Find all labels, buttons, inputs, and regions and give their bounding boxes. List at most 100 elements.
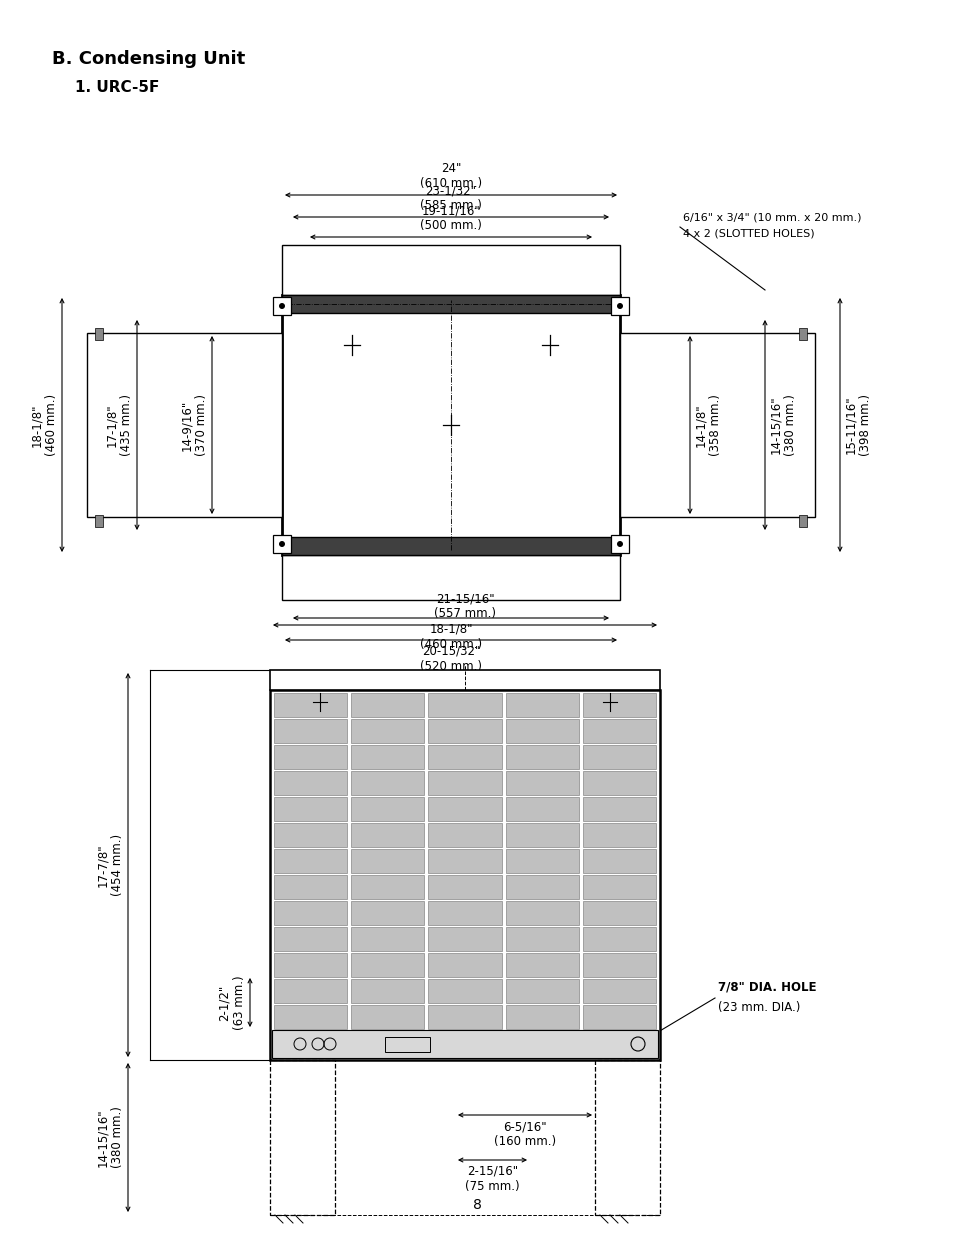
- Text: 4 x 2 (SLOTTED HOLES): 4 x 2 (SLOTTED HOLES): [682, 228, 814, 240]
- Bar: [799, 515, 806, 527]
- Bar: [428, 953, 501, 977]
- Text: 19-11/16"
(500 mm.): 19-11/16" (500 mm.): [419, 204, 481, 232]
- Bar: [505, 771, 578, 795]
- Circle shape: [278, 541, 285, 547]
- Bar: [505, 902, 578, 925]
- Bar: [505, 1005, 578, 1029]
- Bar: [505, 848, 578, 873]
- Bar: [428, 823, 501, 847]
- Bar: [428, 848, 501, 873]
- Bar: [351, 797, 424, 821]
- Bar: [505, 719, 578, 743]
- Bar: [505, 797, 578, 821]
- Bar: [799, 329, 806, 340]
- Bar: [351, 693, 424, 718]
- Bar: [505, 979, 578, 1003]
- Bar: [428, 1005, 501, 1029]
- Bar: [610, 296, 628, 315]
- Bar: [385, 1037, 430, 1052]
- Bar: [428, 693, 501, 718]
- Bar: [505, 876, 578, 899]
- Bar: [582, 927, 656, 951]
- Bar: [505, 745, 578, 769]
- Bar: [87, 333, 282, 517]
- Bar: [428, 902, 501, 925]
- Bar: [582, 823, 656, 847]
- Text: 1. URC-5F: 1. URC-5F: [75, 80, 159, 95]
- Bar: [582, 876, 656, 899]
- Circle shape: [278, 303, 285, 309]
- Bar: [95, 515, 103, 527]
- Bar: [274, 927, 347, 951]
- Bar: [505, 693, 578, 718]
- Bar: [274, 979, 347, 1003]
- Bar: [274, 693, 347, 718]
- Bar: [274, 848, 347, 873]
- Bar: [428, 797, 501, 821]
- Bar: [351, 745, 424, 769]
- Bar: [582, 719, 656, 743]
- Text: 18-1/8"
(460 mm.): 18-1/8" (460 mm.): [419, 622, 481, 651]
- Text: 18-1/8"
(460 mm.): 18-1/8" (460 mm.): [30, 394, 58, 456]
- Bar: [273, 535, 291, 553]
- Bar: [274, 876, 347, 899]
- Text: 14-15/16"
(380 mm.): 14-15/16" (380 mm.): [768, 394, 796, 456]
- Bar: [351, 771, 424, 795]
- Bar: [282, 295, 619, 555]
- Bar: [274, 1005, 347, 1029]
- Text: 15-11/16"
(398 mm.): 15-11/16" (398 mm.): [843, 394, 871, 456]
- Text: 17-7/8"
(454 mm.): 17-7/8" (454 mm.): [96, 834, 124, 897]
- Bar: [274, 953, 347, 977]
- Bar: [582, 979, 656, 1003]
- Bar: [582, 902, 656, 925]
- Bar: [582, 953, 656, 977]
- Bar: [274, 797, 347, 821]
- Bar: [428, 771, 501, 795]
- Bar: [610, 535, 628, 553]
- Text: 21-15/16"
(557 mm.): 21-15/16" (557 mm.): [434, 592, 496, 620]
- Bar: [351, 902, 424, 925]
- Bar: [274, 745, 347, 769]
- Text: 8: 8: [472, 1198, 481, 1212]
- Bar: [582, 1005, 656, 1029]
- Text: 7/8" DIA. HOLE: 7/8" DIA. HOLE: [718, 981, 816, 993]
- Text: 14-1/8"
(358 mm.): 14-1/8" (358 mm.): [693, 394, 721, 456]
- Bar: [274, 719, 347, 743]
- Bar: [428, 876, 501, 899]
- Bar: [582, 745, 656, 769]
- Bar: [505, 927, 578, 951]
- Text: 6/16" x 3/4" (10 mm. x 20 mm.): 6/16" x 3/4" (10 mm. x 20 mm.): [682, 212, 861, 222]
- Text: 17-1/8"
(435 mm.): 17-1/8" (435 mm.): [105, 394, 132, 456]
- Bar: [351, 927, 424, 951]
- Text: 23-1/32"
(585 mm.): 23-1/32" (585 mm.): [419, 184, 481, 212]
- Bar: [273, 296, 291, 315]
- Bar: [274, 771, 347, 795]
- Bar: [270, 671, 659, 690]
- Text: B. Condensing Unit: B. Condensing Unit: [52, 49, 245, 68]
- Bar: [282, 537, 619, 555]
- Bar: [582, 848, 656, 873]
- Bar: [351, 979, 424, 1003]
- Text: 14-9/16"
(370 mm.): 14-9/16" (370 mm.): [180, 394, 208, 456]
- Bar: [351, 823, 424, 847]
- Bar: [351, 719, 424, 743]
- Bar: [595, 1060, 659, 1215]
- Text: 2-1/2"
(63 mm.): 2-1/2" (63 mm.): [218, 976, 246, 1030]
- Circle shape: [617, 541, 622, 547]
- Bar: [351, 876, 424, 899]
- Bar: [582, 797, 656, 821]
- Bar: [95, 329, 103, 340]
- Bar: [582, 771, 656, 795]
- Bar: [272, 1030, 658, 1058]
- Text: 6-5/16"
(160 mm.): 6-5/16" (160 mm.): [494, 1120, 556, 1149]
- Text: 20-15/32"
(520 mm.): 20-15/32" (520 mm.): [419, 645, 481, 673]
- Bar: [282, 245, 619, 295]
- Circle shape: [617, 303, 622, 309]
- Bar: [619, 333, 814, 517]
- Bar: [351, 848, 424, 873]
- Text: 24"
(610 mm.): 24" (610 mm.): [419, 162, 481, 190]
- Bar: [582, 693, 656, 718]
- Bar: [428, 979, 501, 1003]
- Bar: [270, 690, 659, 1060]
- Bar: [428, 745, 501, 769]
